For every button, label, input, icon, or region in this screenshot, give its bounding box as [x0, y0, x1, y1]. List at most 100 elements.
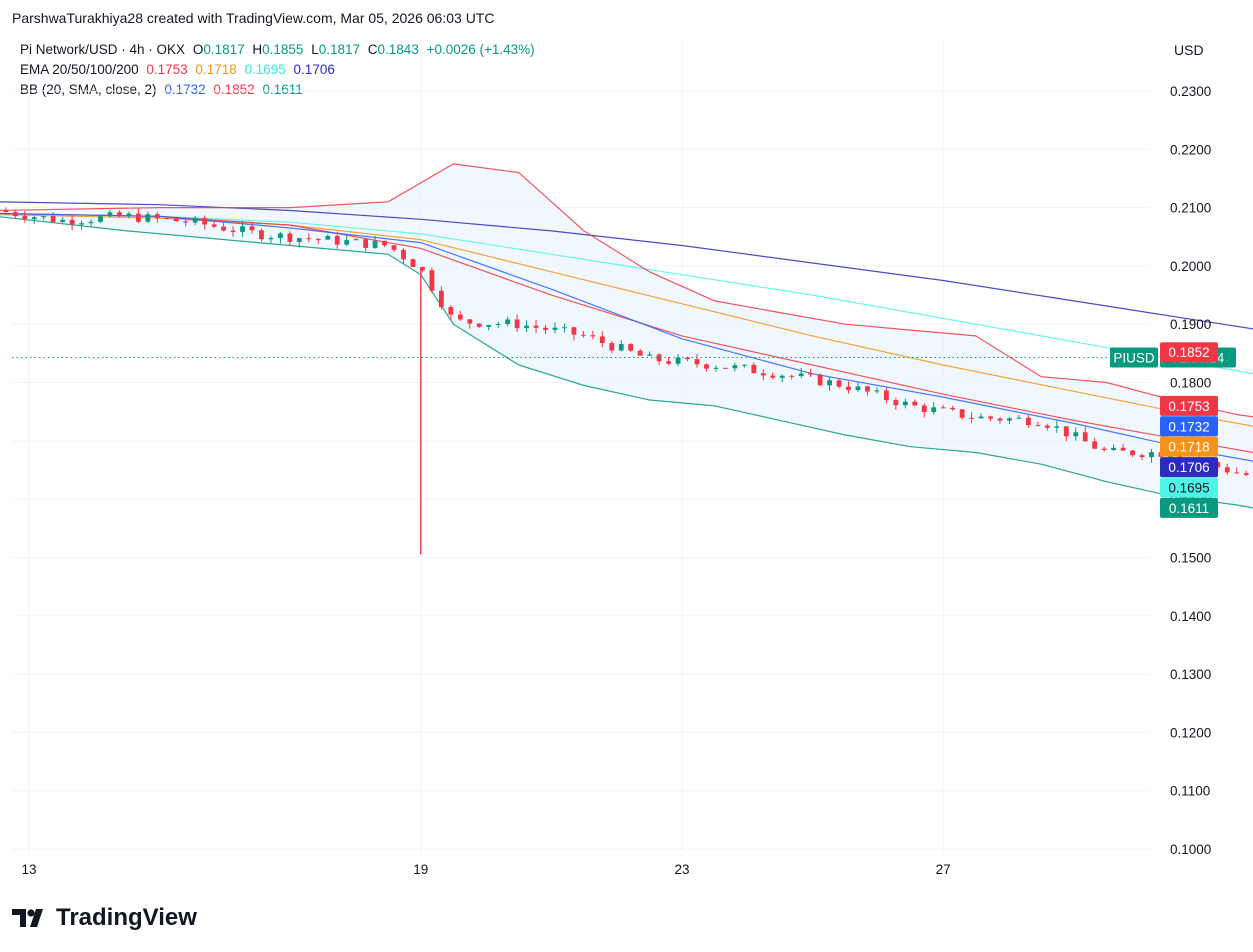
close-value: 0.1843: [377, 42, 419, 57]
candle-body: [1234, 472, 1240, 474]
candle-body: [173, 218, 179, 222]
candle-body: [382, 240, 387, 246]
last-price-symbol: PIUSD: [1113, 350, 1155, 365]
legend-bb-row[interactable]: BB (20, SMA, close, 2) 0.1732 0.1852 0.1…: [20, 80, 539, 100]
candle-body: [268, 238, 274, 240]
candle-body: [893, 400, 899, 406]
candle-body: [154, 214, 160, 218]
candle-body: [429, 270, 435, 291]
chart-attribution: ParshwaTurakhiya28 created with TradingV…: [12, 10, 495, 26]
ema20-value: 0.1753: [146, 62, 188, 77]
candle-body: [467, 319, 473, 324]
ema50-value: 0.1718: [195, 62, 237, 77]
axis-value-tag: 0.1695: [1160, 477, 1218, 498]
candle-body: [723, 367, 728, 369]
candle-body: [580, 334, 586, 336]
chart-grid: [12, 40, 1150, 855]
candle-body: [183, 221, 189, 223]
candle-body: [1101, 448, 1107, 451]
candle-body: [751, 364, 757, 374]
candle-body: [713, 367, 719, 369]
candle-body: [211, 224, 217, 227]
legend-low: L0.1817: [311, 42, 360, 57]
ema100-line: [0, 212, 1253, 375]
candle-body: [1120, 447, 1126, 451]
candle-body: [666, 361, 672, 364]
candle-body: [741, 364, 747, 366]
candle-body: [486, 324, 492, 327]
candle-body: [1054, 426, 1060, 428]
candle-body: [391, 245, 397, 250]
candle-body: [883, 390, 889, 401]
axis-value-tag: 0.1706: [1160, 457, 1218, 478]
candle-body: [22, 216, 28, 220]
bb-lower-value: 0.1611: [262, 82, 303, 97]
candle-body: [1016, 417, 1022, 419]
candle-body: [296, 238, 302, 242]
candle-body: [921, 405, 927, 413]
candle-body: [401, 249, 406, 260]
legend-ema-row[interactable]: EMA 20/50/100/200 0.1753 0.1718 0.1695 0…: [20, 60, 539, 80]
candle-body: [902, 401, 908, 406]
candle-body: [571, 327, 577, 335]
candle-body: [618, 344, 624, 351]
candle-body: [552, 327, 558, 330]
axis-value-tag-text: 0.1732: [1168, 419, 1209, 434]
y-tick-label: 0.1000: [1170, 842, 1211, 857]
y-tick-label: 0.1800: [1170, 376, 1211, 391]
y-tick-label: 0.2300: [1170, 84, 1211, 99]
legend-close: C0.1843: [368, 42, 419, 57]
currency-label[interactable]: USD: [1174, 42, 1204, 58]
candle-body: [287, 233, 293, 242]
candle-body: [306, 238, 312, 240]
indicator-lines: [0, 163, 1253, 509]
candle-body: [230, 230, 236, 232]
candle-body: [865, 386, 870, 392]
candle-body: [117, 212, 122, 217]
bb-fill: [0, 163, 1253, 508]
candle-body: [1026, 417, 1031, 426]
candle-body: [107, 212, 113, 217]
candle-body: [836, 380, 842, 387]
candle-body: [590, 335, 596, 337]
candle-body: [1224, 467, 1230, 473]
candle-body: [732, 365, 738, 369]
ema200-value: 0.1706: [293, 62, 335, 77]
candle-body: [874, 390, 880, 392]
candle-body: [609, 343, 615, 351]
candle-body: [353, 239, 359, 241]
candle-body: [221, 226, 226, 231]
low-value: 0.1817: [318, 42, 361, 57]
candle-body: [192, 217, 198, 223]
candle-body: [495, 323, 501, 325]
high-label: H: [252, 42, 263, 57]
open-value: 0.1817: [203, 42, 245, 57]
axis-value-tag: 0.1718: [1160, 436, 1218, 457]
x-tick-label: 13: [21, 862, 36, 877]
candle-body: [60, 219, 66, 222]
candle-body: [69, 219, 75, 225]
y-tick-label: 0.1200: [1170, 725, 1211, 740]
axis-value-tag: 0.1753: [1160, 395, 1218, 416]
axis-value-tag-text: 0.1852: [1168, 345, 1209, 360]
candle-body: [940, 407, 946, 409]
candle-body: [457, 314, 463, 320]
candle-body: [98, 216, 103, 222]
candle-body: [259, 230, 264, 240]
candle-body: [240, 226, 245, 232]
candle-body: [685, 357, 690, 360]
candle-body: [656, 354, 662, 362]
bb-lower-line: [0, 216, 1253, 509]
candle-body: [315, 238, 321, 240]
ema-label: EMA 20/50/100/200: [20, 62, 139, 77]
candle-body: [1111, 447, 1117, 451]
candle-body: [1130, 450, 1135, 456]
candle-body: [912, 401, 918, 406]
legend-symbol[interactable]: Pi Network/USD · 4h · OKX: [20, 42, 186, 57]
candle-body: [1243, 473, 1249, 475]
candle-body: [779, 375, 785, 378]
candle-body: [278, 233, 283, 239]
x-tick-label: 27: [936, 862, 951, 877]
bollinger-band-fill: [0, 163, 1253, 508]
